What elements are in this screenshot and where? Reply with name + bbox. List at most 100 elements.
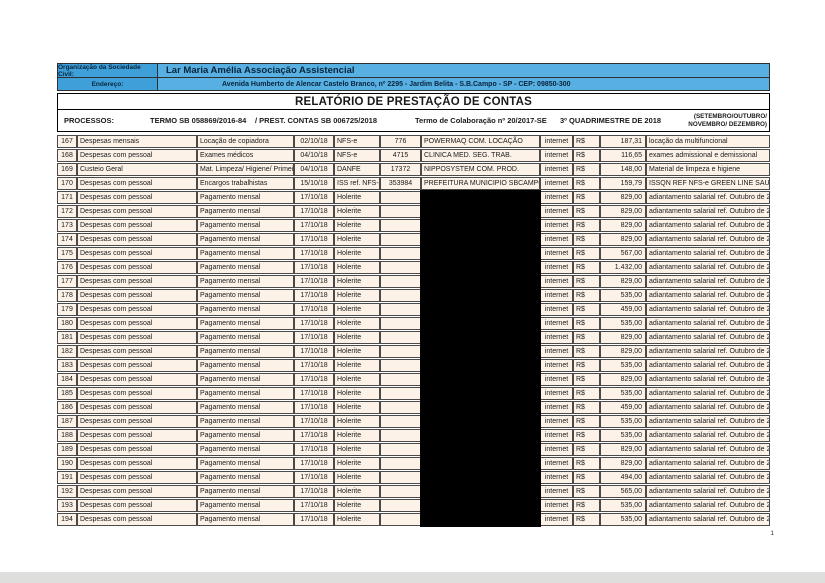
cell-via: internet [540,303,573,316]
cell-currency: R$ [573,289,600,302]
cell-num: 173 [57,219,77,232]
cell-date: 17/10/18 [294,499,334,512]
cell-obs: adiantamento salarial ref. Outubro de 20… [646,429,770,442]
cell-date: 17/10/18 [294,485,334,498]
cell-description: Pagamento mensal [197,443,294,456]
cell-vendor [421,373,540,386]
cell-date: 17/10/18 [294,457,334,470]
cell-doc_type: Holerite [334,499,380,512]
cell-num: 193 [57,499,77,512]
org-name: Lar Maria Amélia Associação Assistencial [158,64,769,77]
cell-num: 184 [57,373,77,386]
cell-currency: R$ [573,275,600,288]
cell-category: Despesas com pessoal [77,457,197,470]
cell-description: Pagamento mensal [197,219,294,232]
cell-description: Pagamento mensal [197,457,294,470]
cell-doc_number [380,485,421,498]
cell-description: Pagamento mensal [197,471,294,484]
cell-description: Pagamento mensal [197,331,294,344]
cell-currency: R$ [573,513,600,526]
cell-via: internet [540,219,573,232]
cell-vendor [421,485,540,498]
cell-doc_type: Holerite [334,317,380,330]
cell-description: Pagamento mensal [197,191,294,204]
cell-currency: R$ [573,135,600,148]
cell-date: 17/10/18 [294,219,334,232]
cell-num: 180 [57,317,77,330]
cell-doc_type: Holerite [334,275,380,288]
cell-vendor [421,499,540,512]
cell-vendor [421,191,540,204]
cell-obs: adiantamento salarial ref. Outubro de 20… [646,317,770,330]
cell-doc_number: 776 [380,135,421,148]
cell-num: 182 [57,345,77,358]
cell-description: Pagamento mensal [197,261,294,274]
cell-date: 17/10/18 [294,387,334,400]
cell-description: Pagamento mensal [197,401,294,414]
table-row: 171 Despesas com pessoal Pagamento mensal 1… [57,191,770,204]
table-row: 179 Despesas com pessoal Pagamento mensal 1… [57,303,770,316]
cell-category: Despesas com pessoal [77,499,197,512]
cell-description: Pagamento mensal [197,485,294,498]
cell-vendor [421,457,540,470]
cell-num: 192 [57,485,77,498]
cell-vendor [421,359,540,372]
cell-via: internet [540,499,573,512]
cell-doc_type: NFS-e [334,149,380,162]
cell-doc_number [380,261,421,274]
cell-currency: R$ [573,149,600,162]
cell-category: Despesas com pessoal [77,331,197,344]
cell-description: Pagamento mensal [197,303,294,316]
cell-description: Pagamento mensal [197,499,294,512]
table-row: 168 Despesas com pessoal Exames médicos 04/… [57,149,770,162]
cell-num: 168 [57,149,77,162]
cell-num: 171 [57,191,77,204]
cell-vendor [421,289,540,302]
cell-vendor [421,317,540,330]
cell-num: 181 [57,331,77,344]
table-row: 175 Despesas com pessoal Pagamento mensal 1… [57,247,770,260]
cell-date: 17/10/18 [294,289,334,302]
cell-currency: R$ [573,359,600,372]
cell-vendor [421,261,540,274]
cell-date: 17/10/18 [294,331,334,344]
cell-currency: R$ [573,219,600,232]
cell-num: 169 [57,163,77,176]
cell-doc_type: Holerite [334,261,380,274]
table-row: 167 Despesas mensais Locação de copiadora 0… [57,135,770,148]
cell-obs: exames admissional e demissional [646,149,770,162]
cell-doc_type: Holerite [334,219,380,232]
cell-doc_type: Holerite [334,331,380,344]
cell-date: 17/10/18 [294,359,334,372]
table-row: 190 Despesas com pessoal Pagamento mensal 1… [57,457,770,470]
expenses-table: 167 Despesas mensais Locação de copiadora 0… [57,134,770,527]
cell-doc_type: Holerite [334,429,380,442]
cell-num: 190 [57,457,77,470]
expenses-table-wrap: 167 Despesas mensais Locação de copiadora 0… [57,134,770,527]
cell-num: 188 [57,429,77,442]
cell-currency: R$ [573,261,600,274]
table-row: 173 Despesas com pessoal Pagamento mensal 1… [57,219,770,232]
cell-doc_number [380,331,421,344]
cell-amount: 535,00 [600,387,646,400]
cell-description: Pagamento mensal [197,247,294,260]
table-row: 177 Despesas com pessoal Pagamento mensal 1… [57,275,770,288]
cell-vendor [421,415,540,428]
cell-via: internet [540,289,573,302]
cell-date: 17/10/18 [294,233,334,246]
table-row: 186 Despesas com pessoal Pagamento mensal 1… [57,401,770,414]
cell-doc_type: Holerite [334,443,380,456]
cell-via: internet [540,163,573,176]
processos-colaboracao: Termo de Colaboração nº 20/2017-SE [415,116,547,125]
cell-obs: adiantamento salarial ref. Outubro de 20… [646,247,770,260]
cell-description: Pagamento mensal [197,275,294,288]
cell-num: 174 [57,233,77,246]
cell-doc_number [380,359,421,372]
cell-obs: adiantamento salarial ref. Outubro de 20… [646,415,770,428]
cell-amount: 829,00 [600,219,646,232]
cell-via: internet [540,359,573,372]
cell-currency: R$ [573,317,600,330]
cell-currency: R$ [573,457,600,470]
cell-category: Despesas com pessoal [77,443,197,456]
